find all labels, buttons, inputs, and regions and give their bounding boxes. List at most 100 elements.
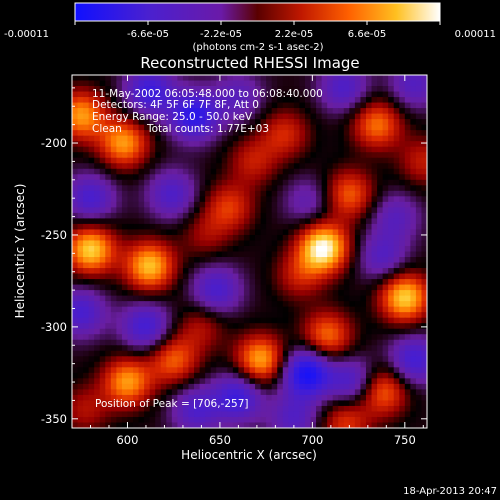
heatmap-cell [321,108,328,115]
heatmap-cell [382,323,389,330]
heatmap-cell [210,190,217,197]
heatmap-cell [277,80,284,87]
heatmap-cell [327,411,334,418]
heatmap-cell [216,339,223,346]
heatmap-cell [138,190,145,197]
heatmap-cell [354,317,362,324]
heatmap-cell [293,97,301,104]
heatmap-cell [210,240,217,247]
heatmap-cell [166,251,173,258]
heatmap-cell [77,212,84,220]
heatmap-cell [199,245,206,253]
heatmap-cell [199,383,206,390]
heatmap-cell [288,119,295,126]
heatmap-cell [282,389,289,396]
heatmap-cell [277,108,284,115]
heatmap-cell [365,301,373,308]
heatmap-cell [133,400,140,407]
heatmap-cell [349,290,356,297]
heatmap-cell [99,295,106,302]
heatmap-cell [127,328,134,335]
heatmap-cell [110,245,117,253]
heatmap-cell [72,361,79,368]
heatmap-cell [365,75,373,82]
heatmap-cell [232,234,240,242]
heatmap-cell [121,290,129,297]
heatmap-cell [404,334,411,341]
heatmap-cell [271,394,278,402]
heatmap-cell [83,345,90,352]
heatmap-cell [377,196,384,203]
heatmap-cell [210,196,217,203]
heatmap-cell [94,422,101,428]
heatmap-cell [243,190,251,197]
heatmap-cell [388,295,395,302]
heatmap-cell [88,196,95,203]
heatmap-cell [399,152,406,159]
heatmap-cell [377,262,384,269]
heatmap-cell [382,262,389,269]
heatmap-cell [99,400,106,407]
heatmap-cell [249,295,256,302]
heatmap-cell [166,80,173,87]
heatmap-cell [210,218,217,225]
heatmap-cell [338,212,345,220]
heatmap-cell [94,207,101,214]
heatmap-cell [354,185,362,192]
heatmap-cell [171,279,178,286]
heatmap-cell [133,345,140,352]
heatmap-cell [321,135,328,142]
heatmap-cell [77,119,84,126]
heatmap-cell [365,284,373,291]
heatmap-cell [94,279,101,286]
heatmap-cell [349,361,356,368]
heatmap-cell [160,251,167,258]
heatmap-cell [404,80,411,87]
heatmap-cell [72,229,79,236]
heatmap-cell [105,339,112,346]
heatmap-cell [205,163,212,170]
heatmap-cell [83,405,90,413]
heatmap-cell [205,295,212,302]
heatmap-cell [216,400,223,407]
heatmap-cell [166,168,173,175]
heatmap-cell [415,113,423,120]
heatmap-cell [249,245,256,253]
heatmap-cell [210,328,217,335]
x-tick-label: 750 [394,433,416,447]
heatmap-cell [88,86,95,93]
heatmap-cell [138,86,145,93]
heatmap-cell [260,223,267,231]
heatmap-cell [316,212,323,220]
heatmap-cell [277,135,284,142]
heatmap-cell [338,86,345,93]
heatmap-cell [232,157,240,164]
heatmap-cell [393,163,400,170]
heatmap-cell [166,163,173,170]
heatmap-cell [243,97,251,104]
heatmap-cell [249,113,256,120]
heatmap-cell [415,124,423,131]
heatmap-cell [404,185,411,192]
heatmap-cell [177,201,184,208]
heatmap-cell [293,185,301,192]
heatmap-cell [121,323,129,330]
heatmap-cell [133,268,140,275]
heatmap-cell [216,350,223,357]
heatmap-cell [232,97,240,104]
heatmap-cell [371,372,378,379]
heatmap-cell [332,190,339,197]
heatmap-cell [160,91,167,98]
heatmap-cell [327,75,334,82]
heatmap-cell [127,268,134,275]
heatmap-cell [393,301,400,308]
heatmap-cell [110,113,117,120]
heatmap-cell [182,422,190,428]
heatmap-cell [110,262,117,269]
heatmap-cell [199,97,206,104]
heatmap-cell [205,91,212,98]
heatmap-cell [349,301,356,308]
heatmap-cell [216,416,223,424]
heatmap-cell [133,350,140,357]
heatmap-cell [88,345,95,352]
